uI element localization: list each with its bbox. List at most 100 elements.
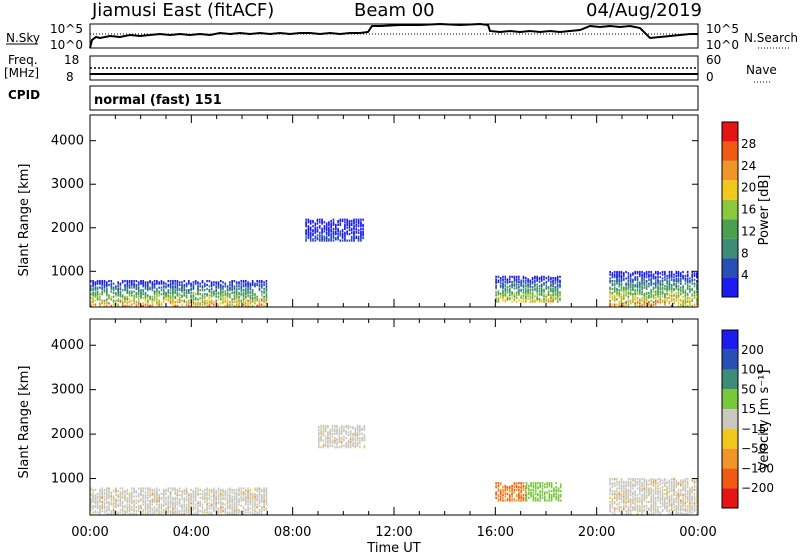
data-cell (121, 512, 124, 515)
data-cell (103, 282, 106, 285)
data-cell (341, 218, 344, 221)
data-cell (659, 282, 662, 285)
data-cell (190, 294, 192, 297)
data-cell (204, 508, 206, 511)
data-cell (682, 499, 684, 502)
data-cell (263, 290, 265, 293)
data-cell (137, 283, 140, 287)
data-cell (242, 295, 245, 298)
data-cell (319, 221, 321, 224)
data-cell (675, 496, 678, 499)
data-cell (675, 287, 678, 290)
data-cell (314, 230, 317, 233)
data-cell (648, 274, 650, 277)
data-cell (201, 498, 204, 501)
data-cell (552, 279, 554, 282)
data-cell (115, 511, 117, 514)
data-cell (641, 281, 643, 284)
data-cell (96, 503, 99, 506)
data-cell (609, 483, 611, 486)
data-cell (329, 438, 331, 441)
data-cell (160, 492, 163, 495)
data-cell (693, 274, 696, 277)
data-cell (217, 293, 220, 296)
data-cell (641, 297, 643, 300)
data-cell (131, 282, 133, 285)
data-cell (654, 272, 657, 275)
data-cell (680, 488, 682, 491)
data-cell (115, 491, 117, 494)
data-cell (363, 424, 366, 427)
data-cell (554, 290, 557, 293)
data-cell (185, 282, 188, 285)
x-tick-label: 16:00 (477, 525, 514, 540)
data-cell (657, 272, 659, 275)
data-cell (680, 290, 682, 293)
data-cell (664, 498, 666, 501)
data-cell (135, 506, 138, 509)
data-cell (518, 288, 520, 291)
data-cell (131, 499, 133, 502)
data-cell (156, 508, 158, 511)
data-cell (92, 294, 94, 297)
data-cell (172, 498, 174, 501)
data-cell (534, 299, 536, 302)
data-cell (140, 494, 142, 497)
data-cell (263, 488, 265, 491)
data-cell (231, 512, 233, 515)
data-cell (629, 291, 632, 294)
data-cell (666, 494, 668, 497)
data-cell (527, 292, 529, 295)
data-cell (147, 507, 149, 510)
data-cell (634, 498, 636, 501)
data-cell (149, 494, 151, 497)
data-cell (554, 297, 557, 301)
data-cell (634, 285, 636, 288)
data-cell (548, 492, 551, 495)
data-cell (233, 287, 236, 290)
data-cell (158, 282, 160, 285)
data-cell (199, 298, 201, 301)
data-cell (174, 303, 176, 306)
data-cell (611, 500, 614, 503)
data-cell (661, 280, 664, 283)
data-cell (181, 512, 183, 515)
data-cell (254, 282, 256, 285)
data-cell (185, 490, 188, 493)
data-cell (613, 289, 616, 292)
data-cell (643, 508, 646, 511)
data-cell (309, 219, 312, 223)
data-cell (169, 491, 172, 494)
data-cell (117, 504, 119, 507)
data-cell (657, 492, 659, 495)
data-cell (332, 230, 335, 233)
data-cell (611, 273, 614, 276)
data-cell (666, 491, 668, 494)
data-cell (142, 285, 144, 288)
data-cell (559, 292, 561, 295)
data-cell (338, 440, 341, 443)
data-cell (92, 289, 94, 292)
data-cell (314, 235, 317, 238)
data-cell (639, 270, 641, 274)
data-cell (344, 226, 346, 229)
data-cell (115, 293, 117, 296)
data-cell (258, 500, 261, 503)
data-cell (309, 227, 312, 230)
data-cell (99, 507, 101, 510)
data-cell (226, 299, 229, 302)
data-cell (537, 494, 539, 497)
data-cell (192, 291, 195, 294)
data-cell (254, 285, 256, 288)
data-cell (346, 230, 348, 233)
data-cell (126, 506, 129, 509)
data-cell (682, 500, 684, 503)
data-cell (101, 293, 103, 296)
data-cell (684, 504, 687, 507)
data-cell (538, 293, 541, 297)
data-cell (117, 494, 119, 497)
data-cell (499, 292, 502, 295)
data-cell (167, 502, 170, 505)
data-cell (689, 499, 691, 502)
data-cell (131, 500, 133, 503)
